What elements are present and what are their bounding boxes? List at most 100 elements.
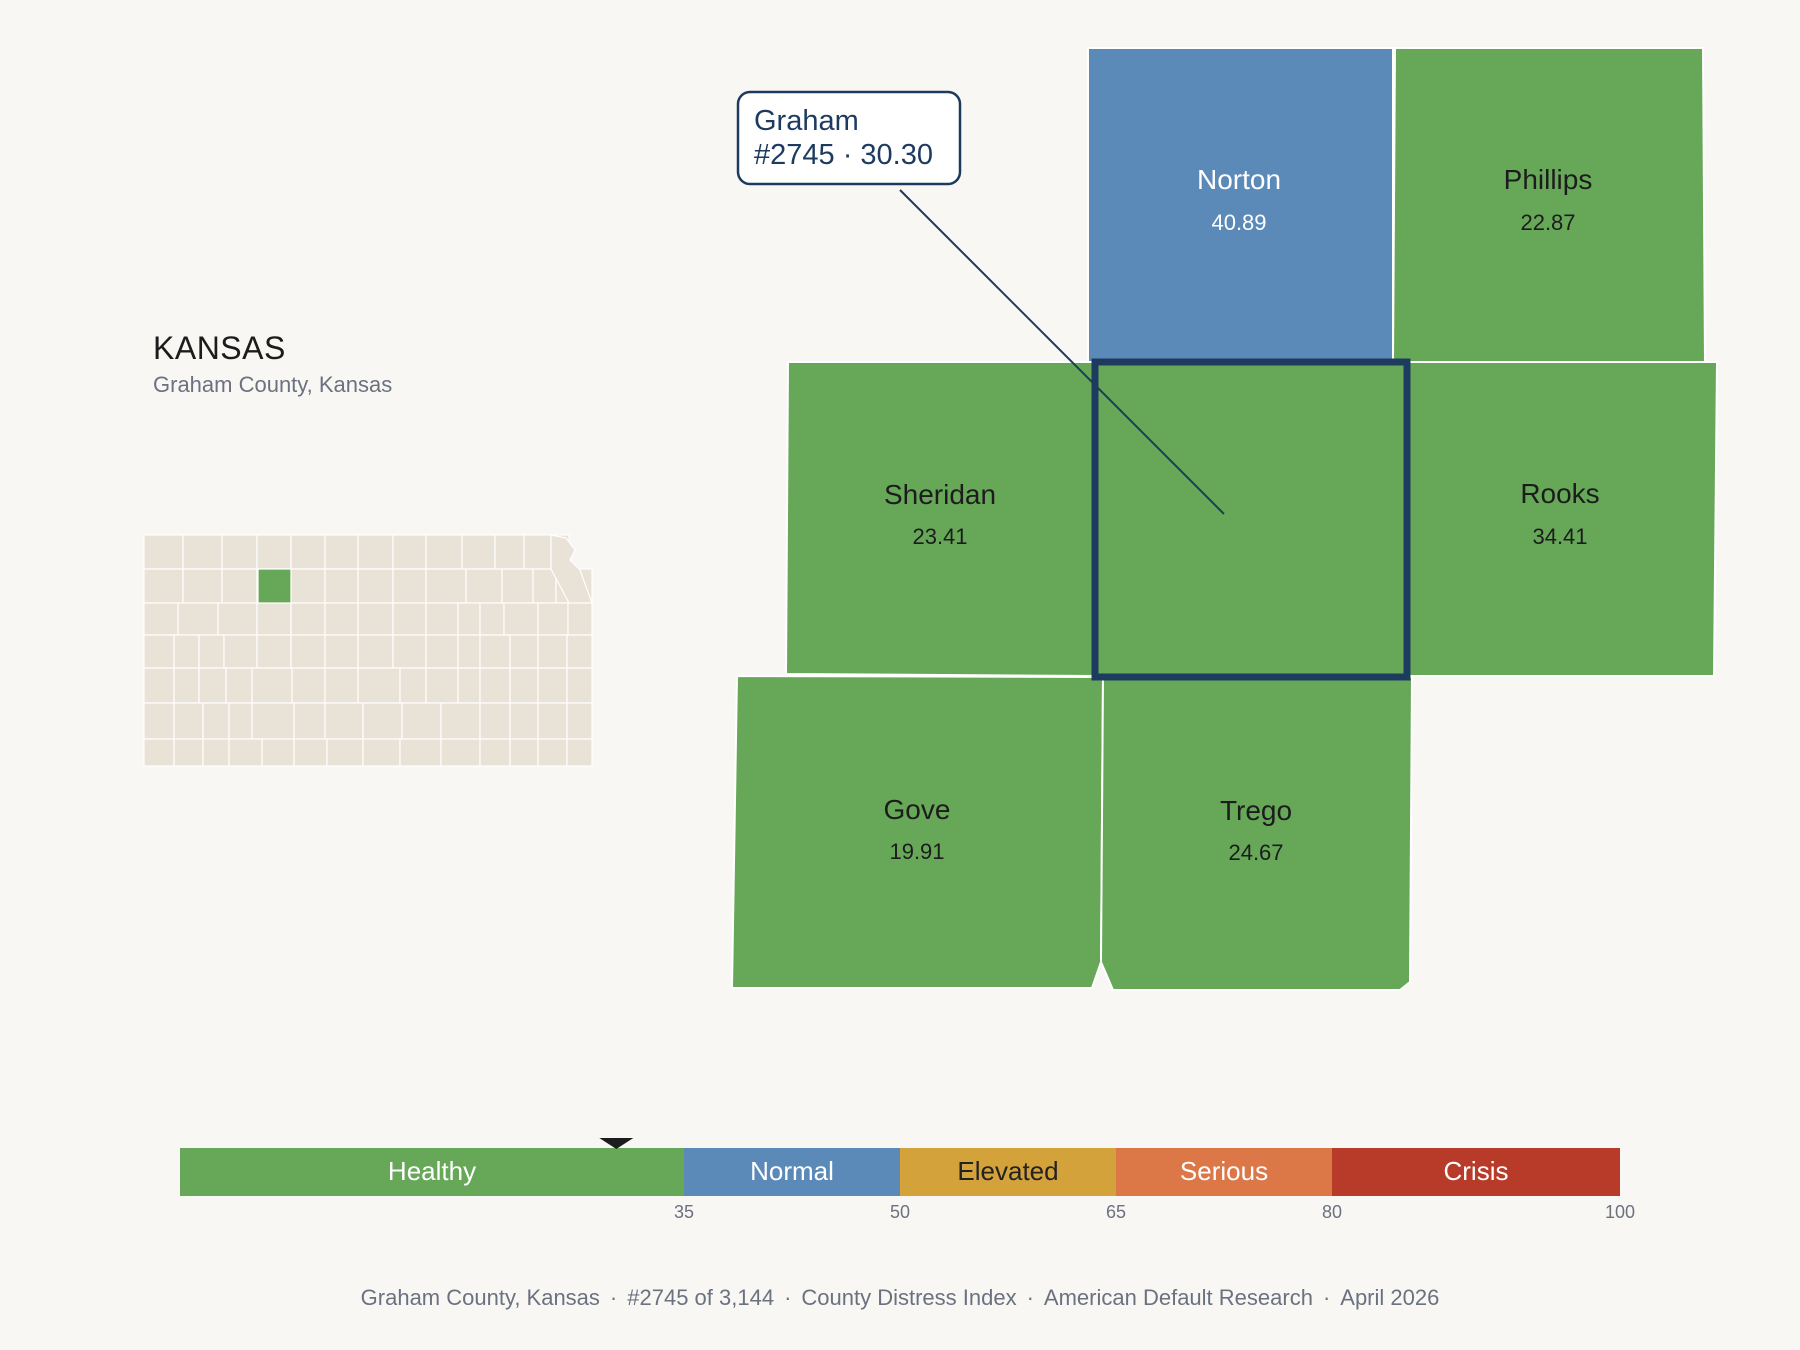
legend-band-healthy [180, 1148, 684, 1196]
inset-county [217, 602, 258, 636]
inset-county [326, 738, 364, 767]
inset-county [198, 634, 225, 669]
inset-county [479, 738, 511, 767]
legend-tick-label: 50 [890, 1202, 910, 1222]
inset-county [143, 602, 179, 636]
inset-county [509, 738, 539, 767]
county-sheridan[interactable] [784, 361, 1097, 678]
county-phillips[interactable] [1391, 47, 1707, 363]
inset-county [440, 738, 481, 767]
inset-county [290, 602, 326, 636]
inset-county [202, 702, 230, 740]
inset-county [457, 602, 481, 636]
inset-county [425, 667, 459, 704]
inset-county [357, 568, 394, 604]
footer-credits: Graham County, Kansas · #2745 of 3,144 · Cou… [360, 1285, 1440, 1310]
inset-county [173, 634, 200, 669]
county-norton[interactable] [1087, 47, 1394, 363]
inset-county [143, 738, 175, 767]
inset-county [251, 702, 295, 740]
inset-county [566, 634, 593, 669]
footer-rank: #2745 of 3,144 [627, 1285, 775, 1310]
label-rooks-name: Rooks [1520, 478, 1599, 509]
inset-county [532, 568, 557, 604]
inset-county [293, 702, 326, 740]
inset-county [503, 602, 539, 636]
county-gove[interactable] [730, 674, 1105, 989]
inset-county [501, 568, 534, 604]
inset-county [537, 702, 568, 740]
inset-county [479, 702, 511, 740]
county-rooks[interactable] [1407, 361, 1719, 677]
inset-county [362, 738, 401, 767]
inset-county [357, 602, 394, 636]
inset-county [566, 667, 593, 704]
inset-county [221, 534, 258, 570]
legend-tick-label: 35 [674, 1202, 694, 1222]
legend-band-label-serious: Serious [1180, 1156, 1268, 1186]
state-subtitle: Graham County, Kansas [153, 372, 393, 397]
label-phillips-name: Phillips [1504, 164, 1593, 195]
inset-county [261, 738, 295, 767]
inset-county [324, 568, 359, 604]
inset-county [357, 667, 401, 704]
callout-box [736, 90, 962, 186]
legend-band-label-elevated: Elevated [957, 1156, 1058, 1186]
legend-band-serious [1116, 1148, 1332, 1196]
inset-county [523, 534, 552, 570]
callout-leader-line [899, 189, 1225, 515]
legend-band-elevated [900, 1148, 1116, 1196]
legend-tick-label: 80 [1322, 1202, 1342, 1222]
inset-county [479, 602, 505, 636]
inset-county [537, 667, 568, 704]
inset-county [425, 634, 459, 669]
inset-county [177, 602, 219, 636]
label-gove-name: Gove [884, 794, 951, 825]
legend-tick-label: 65 [1106, 1202, 1126, 1222]
inset-county [399, 738, 442, 767]
inset-county-northeast [550, 534, 593, 604]
label-rooks-value: 34.41 [1532, 524, 1587, 549]
inset-county [537, 738, 568, 767]
inset-county [290, 534, 326, 570]
inset-county [182, 534, 223, 570]
label-norton-name: Norton [1197, 164, 1281, 195]
inset-county [567, 602, 593, 636]
inset-county [324, 702, 364, 740]
inset-county [425, 534, 463, 570]
inset-county [566, 702, 593, 740]
inset-county [479, 667, 511, 704]
inset-county [324, 534, 359, 570]
footer-publisher: American Default Research [1043, 1285, 1313, 1310]
footer-index-name: County Distress Index [801, 1285, 1017, 1310]
label-sheridan-value: 23.41 [912, 524, 967, 549]
inset-county [256, 634, 292, 669]
state-title: KANSAS [153, 330, 286, 366]
inset-county [228, 702, 253, 740]
inset-county [228, 738, 263, 767]
inset-county [202, 738, 230, 767]
label-sheridan-name: Sheridan [884, 479, 996, 510]
inset-county [392, 568, 427, 604]
inset-county [143, 568, 184, 604]
inset-county [479, 634, 511, 669]
selected-county-outline [1091, 358, 1411, 681]
inset-county [173, 738, 204, 767]
legend-value-marker [599, 1138, 634, 1149]
inset-county [392, 634, 427, 669]
neighbor-counties [730, 47, 1719, 991]
inset-county [566, 738, 593, 767]
label-norton-value: 40.89 [1211, 210, 1266, 235]
label-trego-value: 24.67 [1228, 840, 1283, 865]
inset-county [324, 602, 359, 636]
county-trego[interactable] [1099, 676, 1414, 991]
inset-county [425, 602, 459, 636]
inset-graham-highlight [257, 568, 292, 604]
legend-band-label-healthy: Healthy [388, 1156, 476, 1186]
county-graham-selected[interactable] [1095, 362, 1408, 677]
inset-county [221, 568, 258, 604]
inset-county [143, 534, 184, 570]
inset-county [537, 634, 568, 669]
inset-county [494, 534, 525, 570]
kansas-locator-map [143, 534, 593, 767]
